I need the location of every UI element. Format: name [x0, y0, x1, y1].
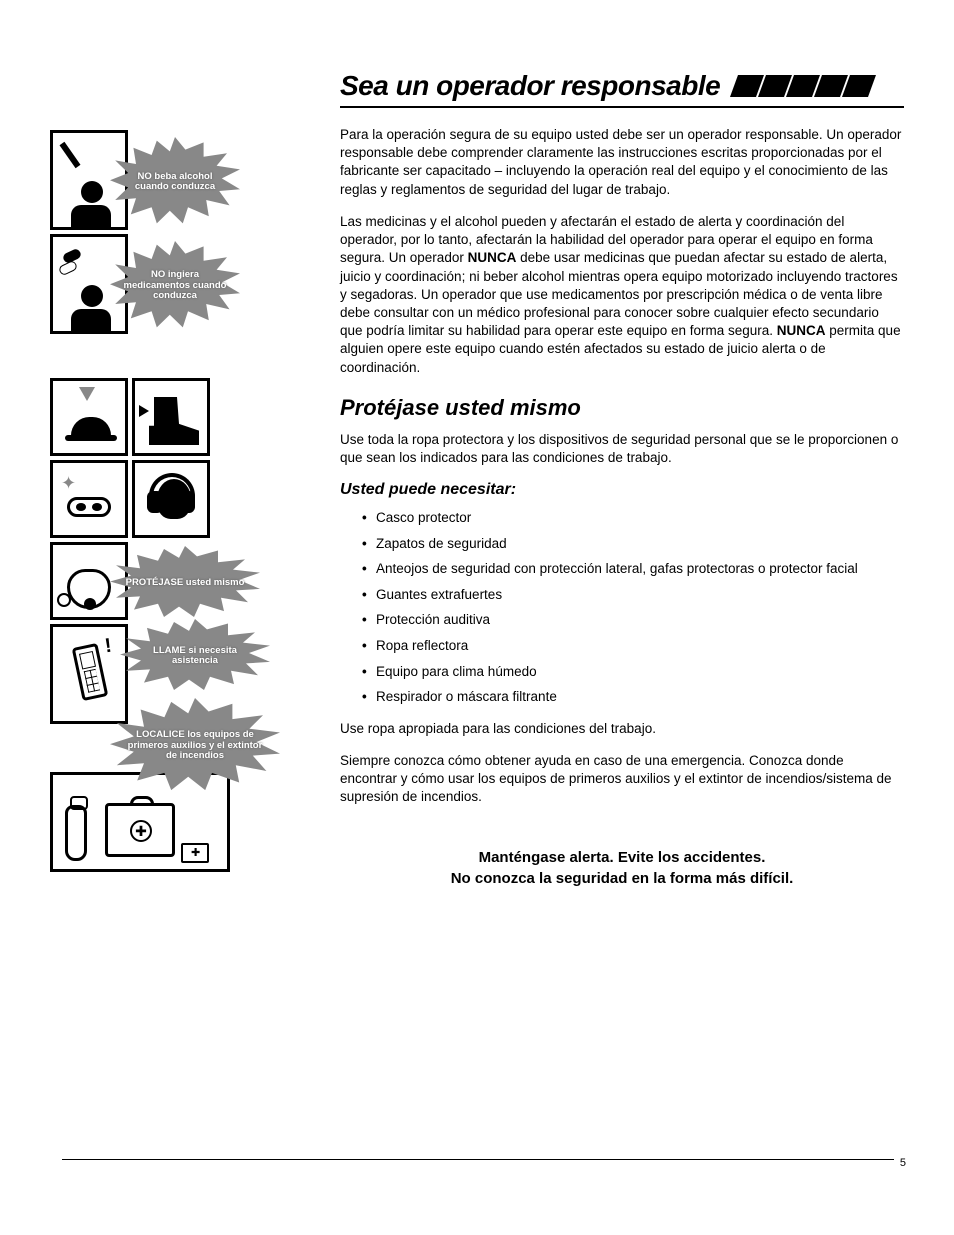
- list-item: Respirador o máscara filtrante: [376, 688, 904, 706]
- list-item: Zapatos de seguridad: [376, 535, 904, 553]
- burst-meds-text: NO ingiera medicamentos cuando conduzca: [110, 270, 240, 301]
- picto-row-meds: NO ingiera medicamentos cuando conduzca: [50, 234, 310, 338]
- burst-locate: LOCALICE los equipos de primeros auxilio…: [110, 698, 280, 794]
- page-number: 5: [894, 1157, 906, 1169]
- burst-protect: PROTÉJASE usted mismo: [110, 546, 260, 620]
- needs-heading: Usted puede necesitar:: [340, 481, 904, 499]
- footer-rule: [62, 1159, 906, 1160]
- picto-pair-head-feet: [50, 378, 310, 460]
- callout-line-1: Manténgase alerta. Evite los accidentes.: [340, 847, 904, 868]
- page-title: Sea un operador responsable: [340, 70, 720, 102]
- title-stripes-icon: [732, 75, 872, 97]
- goggles-icon: ✦: [50, 460, 128, 538]
- list-item: Equipo para clima húmedo: [376, 663, 904, 681]
- picto-group-substances: NO beba alcohol cuando conduzca NO ingie…: [50, 130, 310, 338]
- list-item: Protección auditiva: [376, 611, 904, 629]
- burst-alcohol-text: NO beba alcohol cuando conduzca: [110, 172, 240, 193]
- picto-pair-eyes-ears: ✦: [50, 460, 310, 542]
- intro-paragraph-1: Para la operación segura de su equipo us…: [340, 126, 904, 199]
- title-row: Sea un operador responsable: [340, 70, 904, 108]
- list-item: Anteojos de seguridad con protección lat…: [376, 560, 904, 578]
- safety-boot-icon: [132, 378, 210, 456]
- burst-protect-text: PROTÉJASE usted mismo: [114, 578, 257, 588]
- burst-alcohol: NO beba alcohol cuando conduzca: [110, 137, 240, 227]
- callout-line-2: No conozca la seguridad en la forma más …: [340, 868, 904, 889]
- burst-meds: NO ingiera medicamentos cuando conduzca: [110, 241, 240, 331]
- hardhat-icon: [50, 378, 128, 456]
- picto-row-alcohol: NO beba alcohol cuando conduzca: [50, 130, 310, 234]
- intro-paragraph-2: Las medicinas y el alcohol pueden y afec…: [340, 213, 904, 377]
- burst-call-text: LLAME si necesita asistencia: [120, 646, 270, 667]
- burst-call: LLAME si necesita asistencia: [120, 619, 270, 693]
- page-content: NO beba alcohol cuando conduzca NO ingie…: [50, 70, 904, 912]
- burst-locate-text: LOCALICE los equipos de primeros auxilio…: [110, 730, 280, 761]
- main-content: Sea un operador responsable Para la oper…: [340, 70, 904, 912]
- list-item: Casco protector: [376, 509, 904, 527]
- ear-protection-icon: [132, 460, 210, 538]
- list-item: Guantes extrafuertes: [376, 586, 904, 604]
- safety-callout: Manténgase alerta. Evite los accidentes.…: [340, 847, 904, 889]
- protect-intro: Use toda la ropa protectora y los dispos…: [340, 431, 904, 467]
- picto-group-ppe: ✦ PROTÉJASE usted mismo: [50, 378, 310, 872]
- p2-bold-2: NUNCA: [777, 323, 826, 338]
- safety-pictogram-sidebar: NO beba alcohol cuando conduzca NO ingie…: [50, 70, 310, 912]
- list-item: Ropa reflectora: [376, 637, 904, 655]
- after-paragraph-1: Use ropa apropiada para las condiciones …: [340, 720, 904, 738]
- protect-yourself-heading: Protéjase usted mismo: [340, 395, 904, 421]
- needs-list: Casco protector Zapatos de seguridad Ant…: [340, 509, 904, 705]
- after-paragraph-2: Siempre conozca cómo obtener ayuda en ca…: [340, 752, 904, 807]
- picto-row-respirator: PROTÉJASE usted mismo: [50, 542, 310, 624]
- p2-bold-1: NUNCA: [468, 250, 517, 265]
